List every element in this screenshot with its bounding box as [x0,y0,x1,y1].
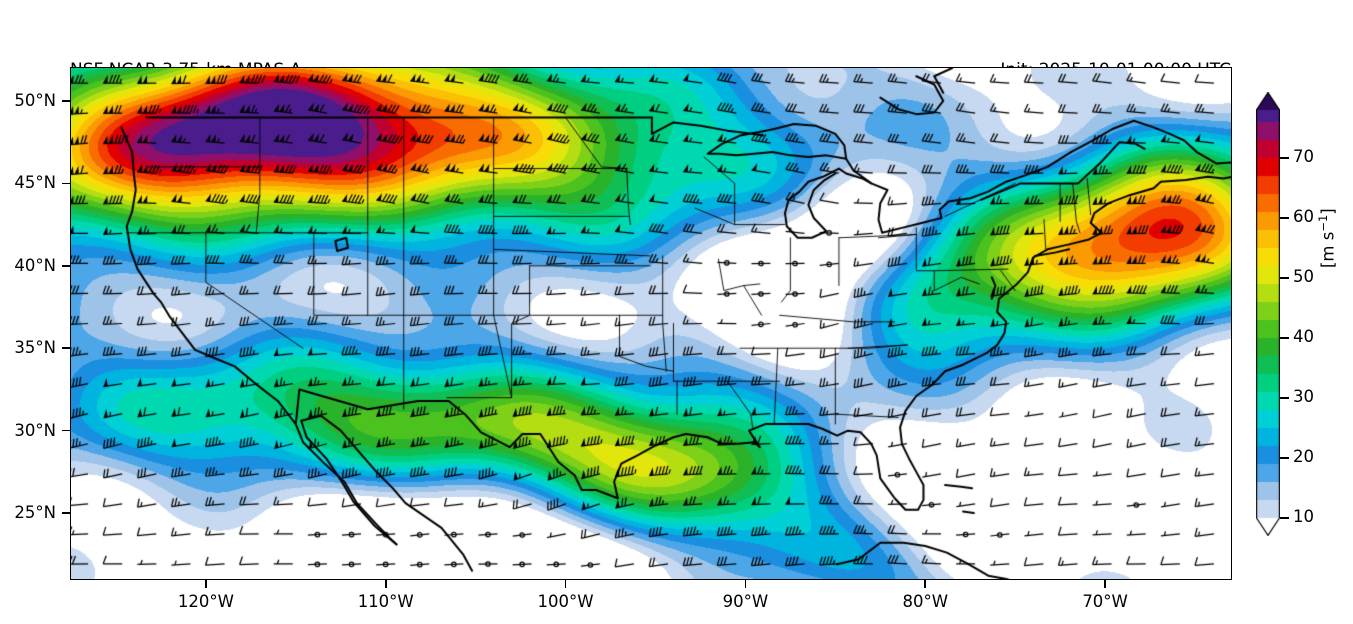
lon-tick-label: 80°W [902,592,949,611]
colorbar-tick [1280,277,1289,279]
lon-tick [1104,580,1106,588]
colorbar-tick-label: 30 [1293,387,1314,406]
lon-tick-label: 120°W [177,592,234,611]
lat-tick [62,100,70,102]
colorbar-tick-label: 60 [1293,207,1314,226]
lat-tick-label: 30°N [14,420,56,440]
colorbar-tick [1280,337,1289,339]
wind-barb-overlay [71,68,1231,579]
colorbar-tick-label: 70 [1293,147,1314,166]
lat-tick-label: 45°N [14,173,56,193]
lat-tick-label: 40°N [14,255,56,275]
lon-tick [744,580,747,588]
lat-tick [62,182,70,185]
lon-tick-label: 100°W [537,592,594,611]
lat-tick [62,429,70,432]
lon-tick-label: 110°W [357,592,414,611]
lat-tick [62,512,70,514]
lon-tick [924,580,927,588]
lon-tick [384,580,387,588]
colorbar-tick-label: 40 [1293,327,1314,346]
lon-tick-label: 70°W [1082,592,1128,611]
colorbar-tick [1280,457,1289,459]
colorbar-tick-label: 20 [1293,447,1314,466]
lon-tick [205,580,207,588]
map-plot-frame [70,67,1232,580]
lat-tick [62,347,70,350]
colorbar [1256,92,1280,536]
colorbar-tick [1280,397,1289,399]
lat-tick-label: 35°N [14,338,56,358]
lon-tick [564,580,567,588]
colorbar-tick-label: 50 [1293,267,1314,286]
colorbar-axis-label: [m s−1] [1316,208,1338,268]
colorbar-tick-label: 10 [1293,507,1314,526]
lat-tick-label: 50°N [14,90,56,110]
colorbar-tick [1280,517,1289,519]
lat-tick [62,265,70,267]
colorbar-gradient [1256,92,1280,536]
lon-tick-label: 90°W [722,592,769,611]
colorbar-tick [1280,217,1289,219]
colorbar-tick [1280,157,1289,159]
lat-tick-label: 25°N [14,503,56,523]
